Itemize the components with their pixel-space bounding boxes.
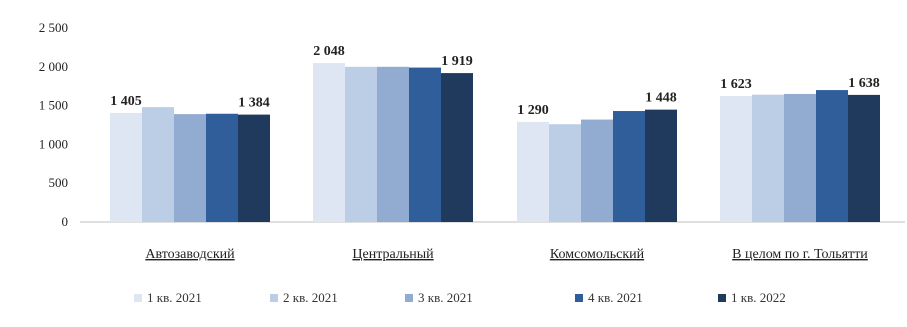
y-tick-label: 1 000: [39, 136, 68, 151]
bar-2-4: [409, 67, 441, 223]
y-tick-label: 2 000: [39, 59, 68, 74]
category-label: Центральный: [352, 247, 434, 262]
bar-2-3: [377, 66, 409, 222]
data-label: 1 919: [441, 54, 473, 69]
bar-2-5: [441, 73, 473, 222]
bar-2-1: [313, 63, 345, 223]
legend-swatch-3: [405, 294, 413, 302]
data-label: 1 448: [645, 91, 677, 106]
bar-4-5: [848, 94, 880, 222]
legend-label-1: 1 кв. 2021: [147, 290, 202, 305]
bar-3-4: [613, 111, 645, 222]
category-label: Комсомольский: [550, 247, 645, 262]
data-label: 1 290: [517, 103, 549, 118]
bar-4-4: [816, 90, 848, 222]
legend-swatch-5: [718, 294, 726, 302]
data-label: 1 623: [720, 77, 752, 92]
bar-3-3: [581, 119, 613, 222]
bar-4-2: [752, 94, 784, 222]
data-label: 1 638: [848, 76, 880, 91]
bar-1-1: [110, 112, 142, 222]
legend-swatch-1: [134, 294, 142, 302]
bar-3-1: [517, 121, 549, 222]
data-label: 1 384: [238, 96, 270, 111]
legend-label-2: 2 кв. 2021: [283, 290, 338, 305]
y-tick-label: 500: [49, 175, 69, 190]
bar-4-1: [720, 96, 752, 222]
y-tick-label: 0: [62, 214, 69, 229]
category-label: Автозаводский: [145, 247, 235, 262]
legend-label-3: 3 кв. 2021: [418, 290, 473, 305]
bar-3-5: [645, 109, 677, 222]
data-label: 1 405: [110, 94, 142, 109]
data-label: 2 048: [313, 44, 345, 59]
y-tick-label: 2 500: [39, 20, 68, 35]
legend-swatch-2: [270, 294, 278, 302]
bar-1-4: [206, 113, 238, 222]
legend-label-4: 4 кв. 2021: [588, 290, 643, 305]
y-tick-label: 1 500: [39, 98, 68, 113]
bar-1-2: [142, 107, 174, 222]
bar-3-2: [549, 124, 581, 222]
category-label: В целом по г. Тольятти: [732, 247, 868, 262]
bar-1-3: [174, 114, 206, 222]
legend-swatch-4: [575, 294, 583, 302]
bar-4-3: [784, 93, 816, 223]
bar-2-2: [345, 66, 377, 222]
legend-label-5: 1 кв. 2022: [731, 290, 786, 305]
bar-1-5: [238, 114, 270, 222]
